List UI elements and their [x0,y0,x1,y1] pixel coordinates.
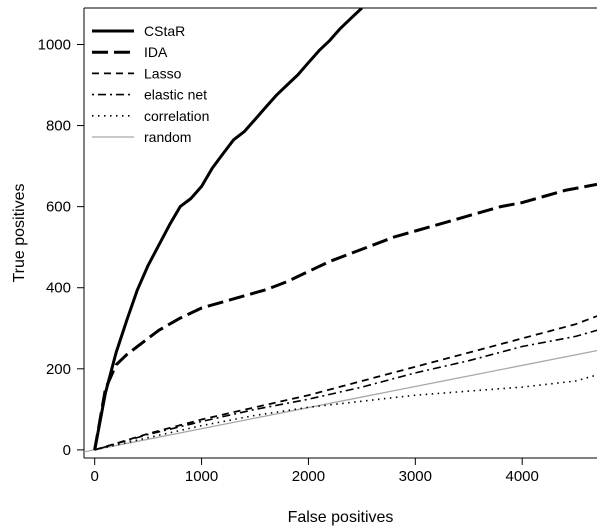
x-axis-title: False positives [288,509,394,526]
legend-label: correlation [144,108,209,124]
legend: CStaR IDA Lasso elastic net correlation rando… [92,23,209,145]
series-line-random [84,349,597,453]
y-tick-label: 400 [46,280,71,297]
legend-label: CStaR [144,23,185,39]
legend-label: Lasso [144,65,182,81]
x-tick-label: 3000 [399,468,432,485]
x-tick-label: 2000 [292,468,325,485]
legend-label: elastic net [144,87,207,103]
y-tick-label: 800 [46,118,71,135]
series-line-ida [93,182,597,451]
y-tick-label: 200 [46,361,71,378]
x-tick-label: 4000 [506,468,539,485]
y-axis-title: True positives [11,184,28,283]
legend-label: random [144,129,191,145]
legend-label: IDA [144,44,168,60]
y-tick-label: 0 [63,442,71,459]
series-line-correlation [94,374,597,451]
y-tick-label: 1000 [38,36,71,53]
x-tick-label: 1000 [185,468,218,485]
x-tick-label: 0 [91,468,99,485]
series-line-elastic-net [94,329,597,451]
axes: 0 1000 2000 3000 4000 0 200 400 600 800 1000 [38,7,597,485]
y-tick-label: 600 [46,199,71,216]
series-line-cstar [93,8,363,451]
plot-lines [84,8,597,453]
series-line-lasso [94,315,597,451]
